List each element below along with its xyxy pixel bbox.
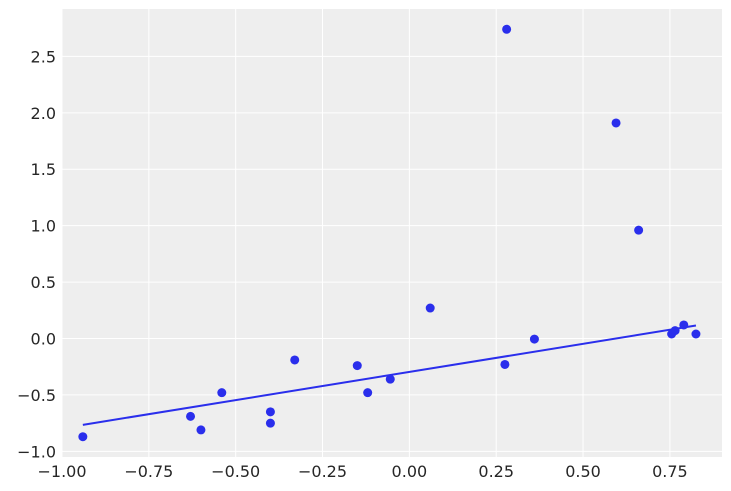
data-point <box>529 334 539 344</box>
y-tick-label: 1.0 <box>31 217 56 236</box>
x-tick-label: −0.75 <box>124 462 173 481</box>
y-tick-label: 0.5 <box>31 273 56 292</box>
x-tick-label: 0.00 <box>392 462 428 481</box>
y-tick-label: 1.5 <box>31 160 56 179</box>
data-point <box>186 411 196 421</box>
series-points <box>78 24 701 442</box>
x-tick-label: −0.25 <box>298 462 347 481</box>
data-point <box>500 359 510 369</box>
data-point <box>217 388 227 398</box>
data-point <box>265 407 275 417</box>
x-tick-label: 0.25 <box>478 462 514 481</box>
x-tick-label: 0.50 <box>565 462 601 481</box>
data-point <box>290 355 300 365</box>
data-point <box>196 425 206 435</box>
data-point <box>670 326 680 336</box>
data-point <box>691 329 701 339</box>
y-tick-label: 0.0 <box>31 330 56 349</box>
y-tick-label: −0.5 <box>17 386 56 405</box>
data-point <box>611 118 621 128</box>
data-point <box>363 388 373 398</box>
y-axis: −1.0 −0.5 0.0 0.5 1.0 1.5 2.0 2.5 <box>17 47 56 461</box>
grid <box>61 9 722 457</box>
y-tick-label: −1.0 <box>17 442 56 461</box>
plot-area <box>62 9 722 457</box>
data-point <box>679 320 689 330</box>
data-point <box>352 361 362 371</box>
data-point <box>385 374 395 384</box>
data-point <box>502 24 512 34</box>
data-point <box>265 418 275 428</box>
y-tick-label: 2.0 <box>31 104 56 123</box>
data-point <box>634 225 644 235</box>
x-axis: −1.00 −0.75 −0.50 −0.25 0.00 0.25 0.50 0.75 <box>37 462 687 481</box>
data-point <box>78 432 88 442</box>
x-tick-label: −0.50 <box>211 462 260 481</box>
data-point <box>425 303 435 313</box>
x-tick-label: −1.00 <box>37 462 86 481</box>
x-tick-label: 0.75 <box>652 462 688 481</box>
y-tick-label: 2.5 <box>31 47 56 66</box>
